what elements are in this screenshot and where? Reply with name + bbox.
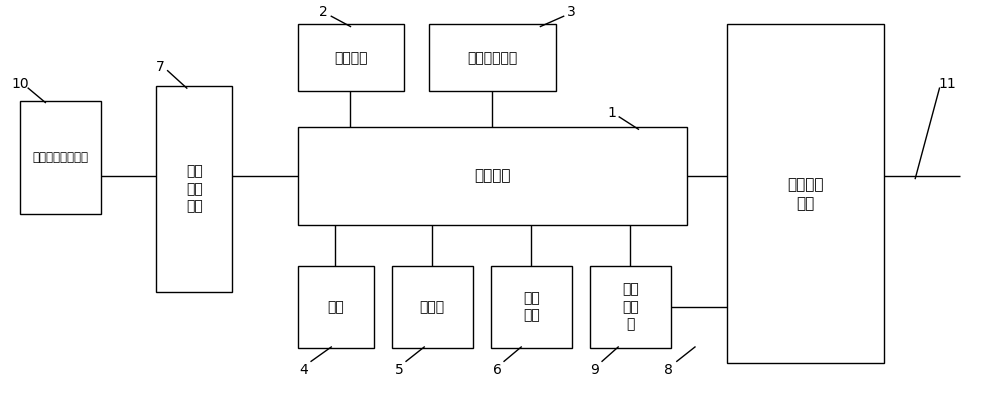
Text: 光电
转换
器: 光电 转换 器 — [622, 283, 639, 331]
Bar — [298, 127, 687, 225]
Text: 7: 7 — [156, 60, 165, 73]
Text: 控制模块: 控制模块 — [474, 169, 511, 184]
Text: 3: 3 — [567, 5, 576, 19]
Bar — [590, 266, 671, 348]
Text: 5: 5 — [395, 363, 403, 376]
Text: 1: 1 — [608, 106, 617, 120]
Bar — [727, 24, 884, 364]
Text: 8: 8 — [664, 363, 673, 376]
Text: 网络
通信
模块: 网络 通信 模块 — [186, 165, 203, 213]
Text: 电网内部通信网络: 电网内部通信网络 — [33, 151, 89, 165]
Text: 电源: 电源 — [327, 300, 344, 314]
Text: 存储器: 存储器 — [420, 300, 445, 314]
Bar — [20, 101, 101, 215]
Bar — [156, 86, 232, 292]
Bar — [392, 266, 473, 348]
Text: 2: 2 — [319, 5, 328, 19]
Bar — [298, 266, 374, 348]
Bar — [298, 24, 404, 91]
Text: 光纤收发
模块: 光纤收发 模块 — [787, 177, 824, 211]
Text: 11: 11 — [939, 77, 956, 91]
Text: 6: 6 — [493, 363, 501, 376]
Bar — [491, 266, 572, 348]
Text: 9: 9 — [591, 363, 599, 376]
Text: 计算
模块: 计算 模块 — [523, 291, 540, 323]
Text: 10: 10 — [11, 77, 29, 91]
Text: 人机交互模块: 人机交互模块 — [467, 51, 518, 65]
Text: 显示模块: 显示模块 — [334, 51, 368, 65]
Text: 4: 4 — [300, 363, 308, 376]
Bar — [429, 24, 556, 91]
